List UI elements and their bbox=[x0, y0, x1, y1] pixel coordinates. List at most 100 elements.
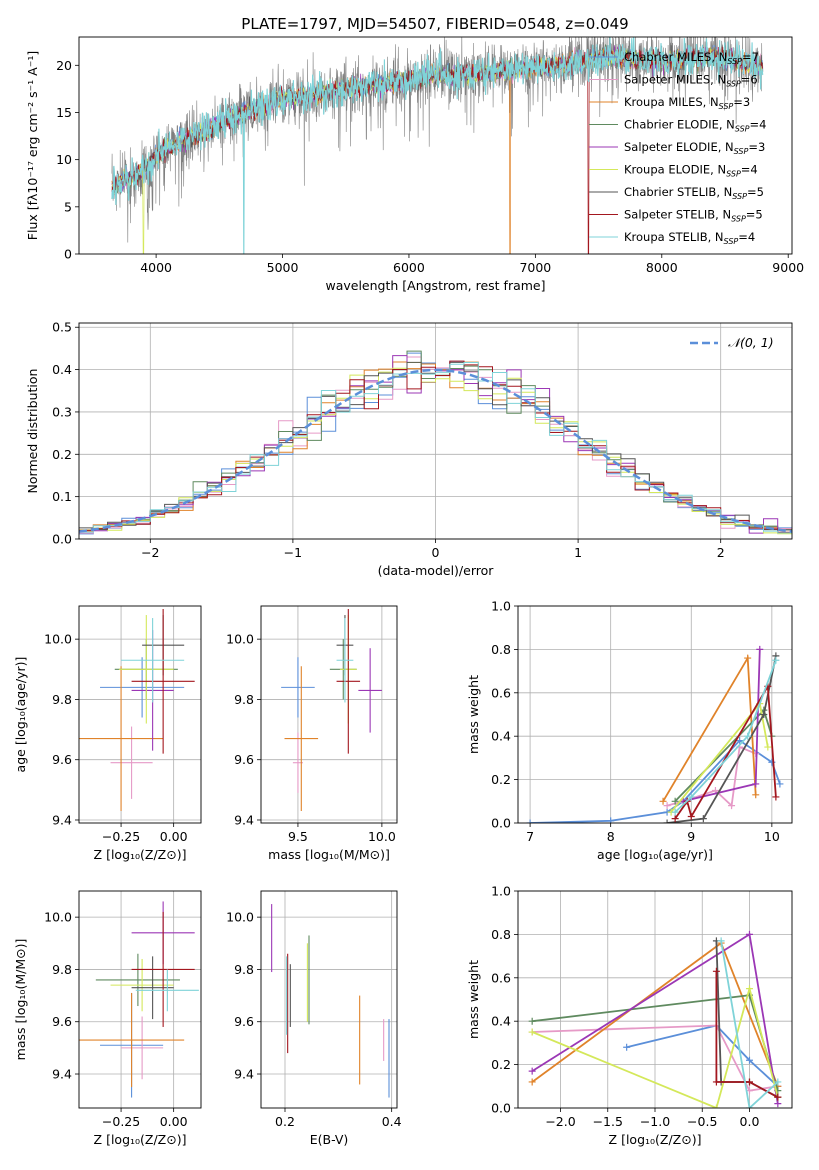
y-tick-label: 9.8 bbox=[52, 962, 72, 977]
weight-line-chabrier-stelib bbox=[666, 655, 777, 823]
weight-marker bbox=[760, 711, 768, 718]
weight-marker bbox=[528, 1067, 536, 1075]
weight-marker bbox=[752, 791, 760, 799]
weight-marker bbox=[744, 654, 752, 662]
weight-marker bbox=[774, 1078, 782, 1086]
x-tick-label: −1.5 bbox=[593, 1114, 623, 1129]
spectrum-axes: 4000 5000 6000 7000 8000 9000 0 5 10 15 20 bbox=[56, 58, 804, 275]
y-tick-label: 9.4 bbox=[52, 1067, 72, 1082]
x-tick-label: 5000 bbox=[267, 260, 299, 275]
spectrum-title: PLATE=1797, MJD=54507, FIBERID=0548, z=0… bbox=[241, 15, 628, 33]
y-tick-label: 0.2 bbox=[491, 772, 511, 787]
histogram-salpeter-stelib bbox=[79, 360, 792, 533]
weight-line-kroupa-stelib bbox=[720, 940, 779, 1108]
errorbar-kroupa-stelib bbox=[336, 618, 354, 703]
weight-marker bbox=[663, 802, 671, 810]
weight-line-chabrier-miles bbox=[626, 1024, 779, 1087]
weight-marker bbox=[772, 656, 780, 664]
y-tick-label: 9.8 bbox=[234, 962, 254, 977]
ebv_mass-frame bbox=[260, 890, 398, 1109]
weight-marker bbox=[528, 1017, 536, 1025]
legend-label: Chabrier MILES, NSSP=7 bbox=[624, 50, 759, 66]
x-tick-label: 2 bbox=[717, 545, 725, 560]
residuals-axes: −2 −1 0 1 2 0.0 0.1 0.2 0.3 0.4 0.5 bbox=[52, 320, 792, 560]
x-tick-label: −0.5 bbox=[687, 1114, 717, 1129]
y-tick-label: 9.6 bbox=[52, 1014, 72, 1029]
z_mass-axes: −0.25 0.00 9.4 9.6 9.8 10.0 bbox=[44, 891, 201, 1129]
errorbar-chabrier-miles bbox=[100, 657, 185, 718]
legend-label: Chabrier STELIB, NSSP=5 bbox=[624, 185, 764, 201]
legend-label: Salpeter STELIB, NSSP=5 bbox=[624, 208, 763, 224]
residuals-xlabel: (data-model)/error bbox=[378, 563, 495, 578]
x-tick-label: −0.25 bbox=[102, 1114, 140, 1129]
errorbar-kroupa-stelib bbox=[135, 969, 199, 1012]
age_weight-xlabel: age [log₁₀(age/yr)] bbox=[597, 847, 713, 862]
y-tick-label: 10.0 bbox=[44, 910, 72, 925]
errorbar-salpeter-stelib bbox=[336, 609, 361, 754]
y-tick-label: 1.0 bbox=[491, 884, 511, 899]
mass_age-axes: 9.5 10.0 9.4 9.6 9.8 10.0 bbox=[226, 606, 397, 844]
x-tick-label: 0 bbox=[432, 545, 440, 560]
y-tick-label: 9.8 bbox=[234, 692, 254, 707]
weight-marker bbox=[764, 743, 772, 751]
z_weight-xlabel: Z [log₁₀(Z/Z⊙)] bbox=[609, 1132, 702, 1147]
errorbar-chabrier-elodie bbox=[95, 953, 180, 1007]
spectrum-xlabel: wavelength [Angstrom, rest frame] bbox=[325, 278, 545, 293]
y-tick-label: 0.6 bbox=[491, 685, 511, 700]
x-tick-label: 0.00 bbox=[160, 1114, 188, 1129]
y-tick-label: 9.6 bbox=[234, 752, 254, 767]
x-tick-label: −1.0 bbox=[640, 1114, 670, 1129]
weight-marker bbox=[607, 817, 615, 823]
legend-label: Salpeter MILES, NSSP=6 bbox=[624, 73, 758, 89]
z_age-axes: −0.25 0.00 9.4 9.6 9.8 10.0 bbox=[44, 606, 201, 844]
weight-line-kroupa-stelib bbox=[674, 659, 777, 813]
weight-marker bbox=[756, 645, 764, 653]
x-tick-label: 9.5 bbox=[288, 829, 308, 844]
weight-marker bbox=[712, 967, 720, 975]
x-tick-label: −0.25 bbox=[102, 829, 140, 844]
age_weight-ylabel: mass weight bbox=[466, 675, 481, 754]
errorbar-kroupa-miles bbox=[79, 666, 164, 811]
y-tick-label: 9.4 bbox=[234, 812, 254, 827]
weight-line-salpeter-miles bbox=[532, 1024, 778, 1092]
weight-marker bbox=[671, 797, 679, 805]
y-tick-label: 5 bbox=[64, 199, 72, 214]
weight-marker bbox=[728, 802, 736, 810]
y-tick-label: 9.4 bbox=[234, 1067, 254, 1082]
x-tick-label: −2 bbox=[141, 545, 159, 560]
y-tick-label: 0.2 bbox=[491, 1057, 511, 1072]
weight-marker bbox=[528, 1028, 536, 1036]
spectrum-ylabel: Flux [fλ10⁻¹⁷ erg cm⁻² s⁻¹ A⁻¹] bbox=[25, 51, 40, 240]
weight-marker bbox=[712, 1104, 720, 1108]
weight-marker bbox=[772, 793, 780, 801]
weight-marker bbox=[745, 1056, 753, 1064]
z_weight-frame bbox=[517, 890, 793, 1109]
errorbar-salpeter-miles bbox=[121, 1016, 164, 1080]
y-tick-label: 9.4 bbox=[52, 812, 72, 827]
weight-marker bbox=[736, 737, 744, 745]
x-tick-label: 0.00 bbox=[160, 829, 188, 844]
errorbar-chabrier-miles bbox=[281, 657, 315, 718]
z_mass-xlabel: Z [log₁₀(Z/Z⊙)] bbox=[94, 1132, 187, 1147]
weight-marker bbox=[663, 819, 671, 823]
errorbar-kroupa-elodie bbox=[110, 958, 174, 1012]
z_age-frame bbox=[78, 605, 202, 824]
errorbar-kroupa-miles bbox=[284, 666, 319, 811]
errorbar-salpeter-miles bbox=[110, 726, 153, 799]
residual-legend: 𝒩(0, 1) bbox=[690, 335, 774, 350]
errorbar-salpeter-stelib bbox=[131, 911, 195, 1027]
x-tick-label: 8000 bbox=[646, 260, 678, 275]
y-tick-label: 10 bbox=[56, 152, 72, 167]
y-tick-label: 0.8 bbox=[491, 927, 511, 942]
y-tick-label: 0.0 bbox=[491, 1101, 511, 1116]
weight-marker bbox=[623, 1043, 631, 1051]
y-tick-label: 0.4 bbox=[491, 1014, 511, 1029]
legend-label: Kroupa STELIB, NSSP=4 bbox=[624, 230, 755, 246]
panels-layer: 4000 5000 6000 7000 8000 900005101520waveleng… bbox=[13, 36, 804, 1147]
weight-marker bbox=[687, 793, 695, 801]
mass_age-xlabel: mass [log₁₀(M/M⊙)] bbox=[268, 847, 390, 862]
weight-marker bbox=[774, 1100, 782, 1108]
weight-marker bbox=[699, 815, 707, 823]
weight-marker bbox=[745, 930, 753, 938]
x-tick-label: 9000 bbox=[772, 260, 804, 275]
